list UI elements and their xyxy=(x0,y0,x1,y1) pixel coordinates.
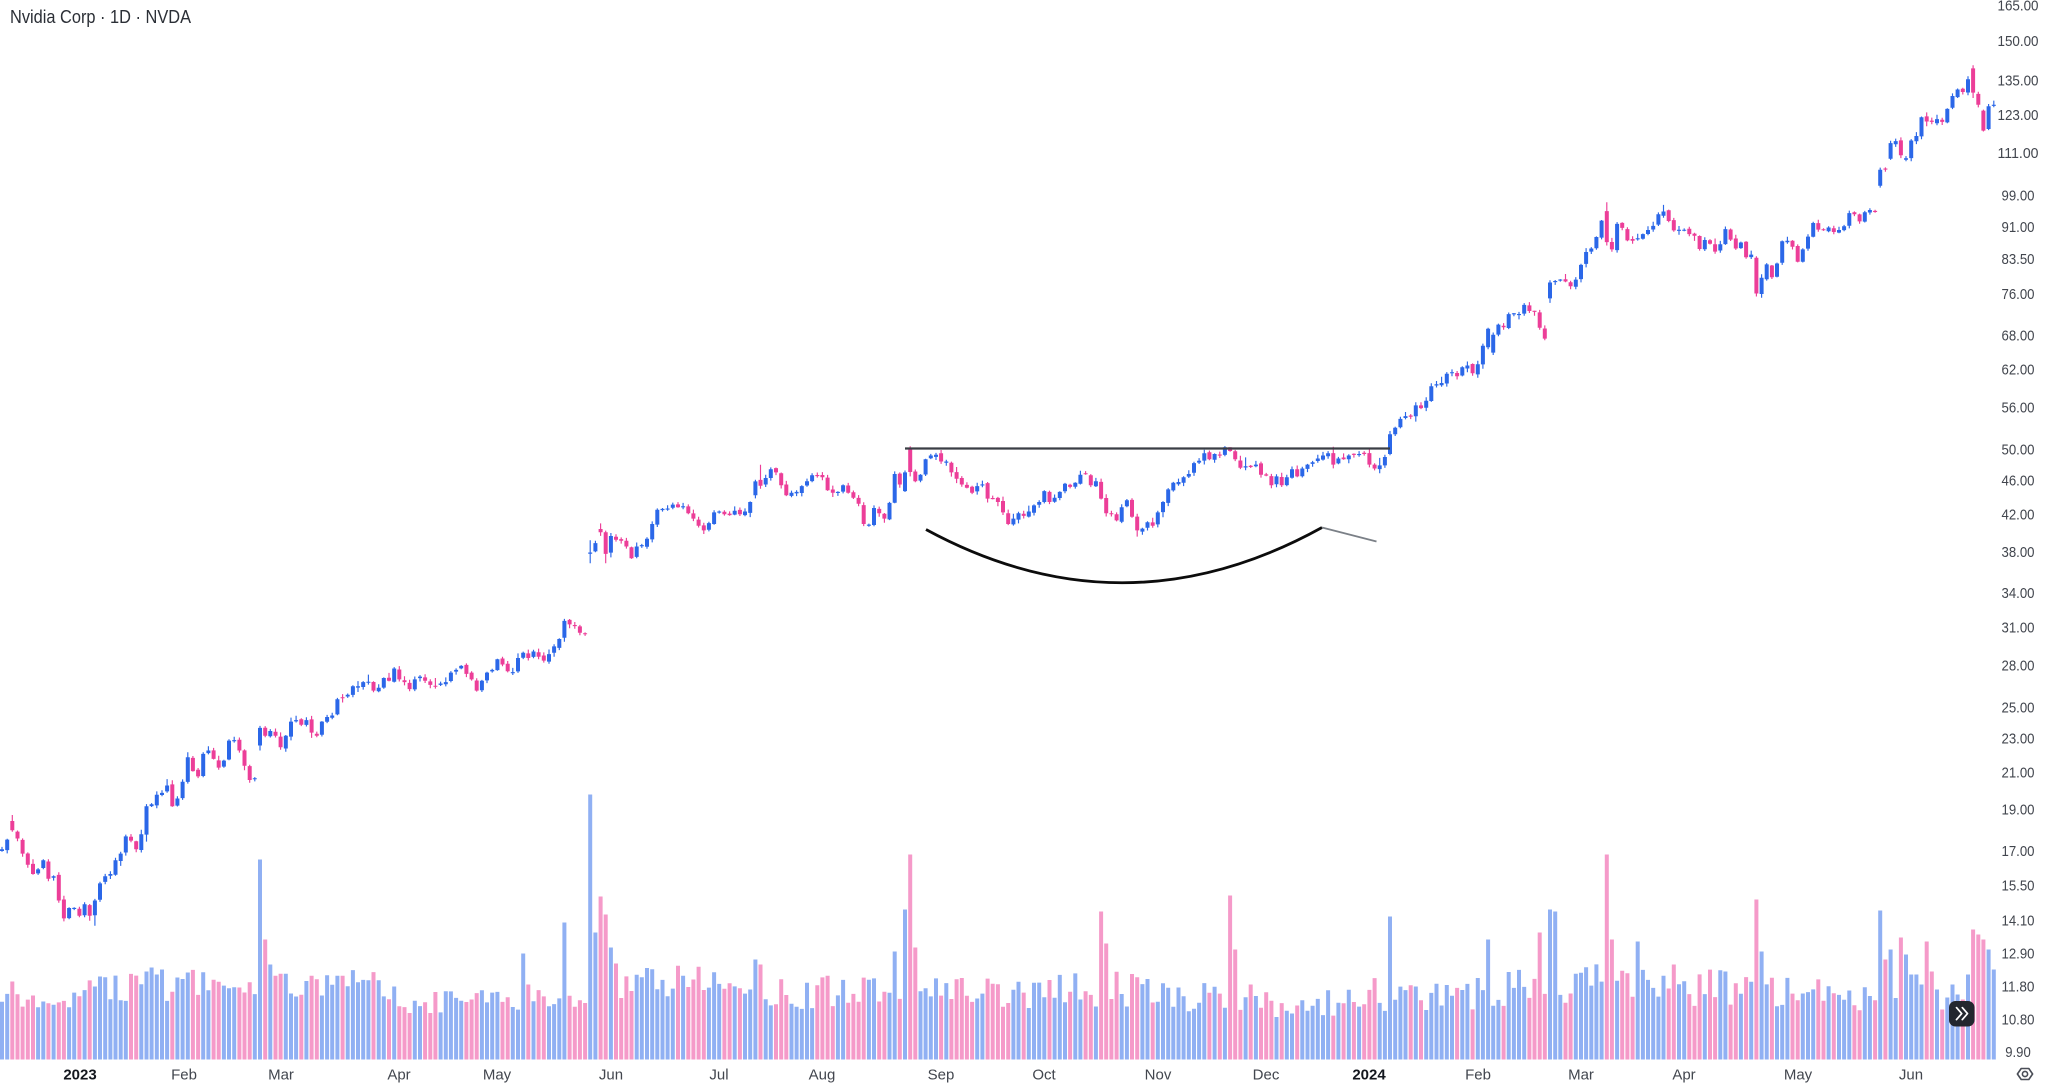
svg-text:123.00: 123.00 xyxy=(1998,107,2039,124)
svg-text:111.00: 111.00 xyxy=(1998,145,2039,162)
svg-text:17.00: 17.00 xyxy=(2002,843,2035,860)
svg-text:11.80: 11.80 xyxy=(2002,979,2035,996)
svg-text:Feb: Feb xyxy=(171,1067,197,1084)
svg-text:19.00: 19.00 xyxy=(2002,802,2035,819)
svg-text:46.00: 46.00 xyxy=(2002,473,2035,490)
svg-text:2023: 2023 xyxy=(63,1067,96,1084)
svg-text:Mar: Mar xyxy=(268,1067,294,1084)
svg-text:31.00: 31.00 xyxy=(2002,620,2035,637)
svg-text:Apr: Apr xyxy=(1672,1067,1695,1084)
svg-text:Aug: Aug xyxy=(809,1067,836,1084)
svg-text:Mar: Mar xyxy=(1568,1067,1594,1084)
svg-text:Jul: Jul xyxy=(709,1067,728,1084)
svg-text:83.50: 83.50 xyxy=(2002,251,2035,268)
svg-text:28.00: 28.00 xyxy=(2002,657,2035,674)
svg-text:2024: 2024 xyxy=(1352,1067,1386,1084)
svg-text:Feb: Feb xyxy=(1465,1067,1491,1084)
svg-text:50.00: 50.00 xyxy=(2002,442,2035,459)
svg-text:Jun: Jun xyxy=(599,1067,623,1084)
svg-text:23.00: 23.00 xyxy=(2002,731,2035,748)
svg-text:May: May xyxy=(1784,1067,1813,1084)
svg-text:38.00: 38.00 xyxy=(2002,544,2035,561)
svg-text:Dec: Dec xyxy=(1253,1067,1280,1084)
svg-text:91.00: 91.00 xyxy=(2002,219,2035,236)
svg-text:Nov: Nov xyxy=(1145,1067,1172,1084)
svg-text:99.00: 99.00 xyxy=(2002,188,2035,205)
svg-text:76.00: 76.00 xyxy=(2002,286,2035,303)
svg-text:34.00: 34.00 xyxy=(2002,585,2035,602)
svg-text:68.00: 68.00 xyxy=(2002,327,2035,344)
svg-text:25.00: 25.00 xyxy=(2002,700,2035,717)
svg-text:May: May xyxy=(483,1067,512,1084)
svg-text:42.00: 42.00 xyxy=(2002,507,2035,524)
svg-text:9.90: 9.90 xyxy=(2005,1044,2031,1061)
svg-text:165.00: 165.00 xyxy=(1998,0,2039,15)
svg-text:12.90: 12.90 xyxy=(2002,946,2035,963)
svg-text:135.00: 135.00 xyxy=(1998,72,2039,89)
svg-text:10.80: 10.80 xyxy=(2002,1012,2035,1029)
svg-text:14.10: 14.10 xyxy=(2002,913,2035,930)
svg-text:62.00: 62.00 xyxy=(2002,362,2035,379)
svg-text:Apr: Apr xyxy=(387,1067,410,1084)
svg-text:56.00: 56.00 xyxy=(2002,400,2035,417)
svg-text:Jun: Jun xyxy=(1899,1067,1923,1084)
svg-text:Oct: Oct xyxy=(1032,1067,1056,1084)
svg-text:Nvidia Corp · 1D · NVDA: Nvidia Corp · 1D · NVDA xyxy=(10,7,191,27)
svg-text:Sep: Sep xyxy=(928,1067,955,1084)
svg-text:21.00: 21.00 xyxy=(2002,764,2035,781)
svg-text:150.00: 150.00 xyxy=(1998,33,2039,50)
svg-text:15.50: 15.50 xyxy=(2002,877,2035,894)
